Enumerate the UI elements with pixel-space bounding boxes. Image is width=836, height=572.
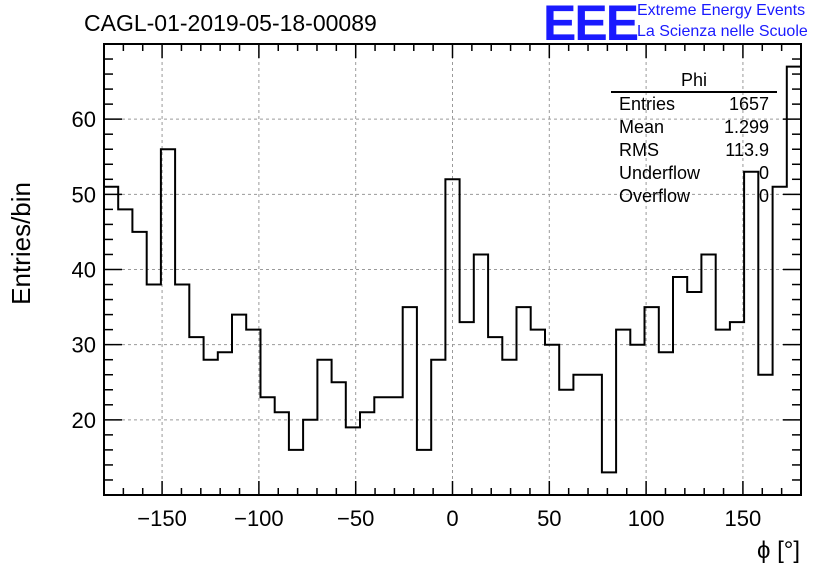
- stats-row-entries: Entries 1657: [611, 93, 777, 116]
- stats-box: Phi Entries 1657 Mean 1.299 RMS 113.9 Un…: [611, 70, 777, 208]
- x-tick-label: 150: [725, 506, 762, 531]
- grid: [104, 44, 801, 495]
- logo-line-2: La Scienza nelle Scuole: [637, 23, 808, 40]
- stats-value: 1657: [728, 94, 769, 114]
- y-tick-label: 30: [72, 333, 96, 358]
- run-title: CAGL-01-2019-05-18-00089: [84, 10, 377, 36]
- x-tick-label: −50: [337, 506, 374, 531]
- x-tick-label: 50: [537, 506, 561, 531]
- y-tick-label: 40: [72, 258, 96, 283]
- stats-row-overflow: Overflow 0: [611, 185, 777, 208]
- y-tick-label: 60: [72, 107, 96, 132]
- stats-row-rms: RMS 113.9: [611, 139, 777, 162]
- x-tick-label: 100: [628, 506, 665, 531]
- stats-key: Mean: [619, 117, 665, 137]
- stats-key: Underflow: [619, 163, 701, 183]
- x-axis-label: ϕ [°]: [757, 537, 800, 564]
- logo-line-1: Extreme Energy Events: [637, 2, 806, 19]
- stats-value: 113.9: [725, 140, 769, 160]
- stats-key: RMS: [619, 140, 659, 160]
- y-tick-label: 20: [72, 408, 96, 433]
- stats-row-mean: Mean 1.299: [611, 116, 777, 139]
- stats-title: Phi: [680, 70, 707, 90]
- x-tick-label: −100: [234, 506, 284, 531]
- eee-logo-mark: EEE: [543, 0, 639, 51]
- x-tick-label: −150: [137, 506, 187, 531]
- y-tick-labels: 20 30 40 50 60: [72, 107, 96, 433]
- y-tick-label: 50: [72, 182, 96, 207]
- stats-value: 1.299: [723, 117, 769, 137]
- histogram-line: [103, 65, 801, 474]
- stats-key: Overflow: [619, 186, 691, 206]
- stats-row-underflow: Underflow 0: [611, 162, 777, 185]
- x-tick-labels: −150 −100 −50 0 50 100 150: [137, 506, 761, 531]
- stats-separator: [611, 91, 777, 93]
- axis-ticks: [103, 44, 802, 495]
- eee-logo: EEE Extreme Energy Events La Scienza nel…: [543, 0, 836, 51]
- stats-value: 0: [758, 186, 769, 206]
- stats-key: Entries: [619, 94, 676, 114]
- y-axis-label: Entries/bin: [6, 182, 36, 305]
- stats-value: 0: [758, 163, 769, 183]
- x-tick-label: 0: [446, 506, 458, 531]
